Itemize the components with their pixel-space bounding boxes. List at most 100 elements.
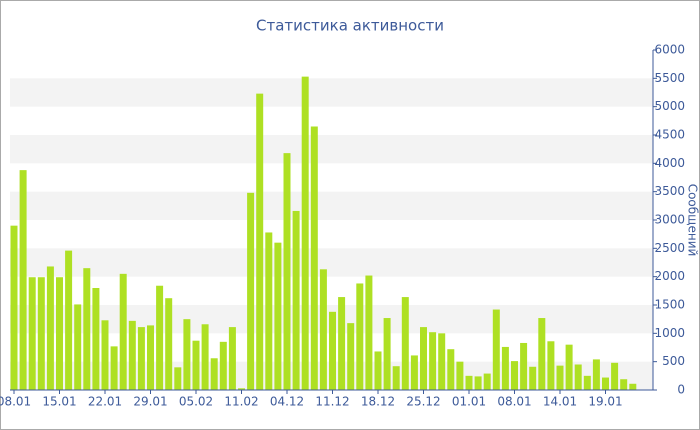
x-tick-label: 29.01 bbox=[133, 395, 167, 409]
bar bbox=[274, 242, 282, 390]
bar bbox=[74, 304, 82, 390]
y-tick-label: 3500 bbox=[654, 184, 685, 198]
bar bbox=[347, 323, 355, 390]
bar bbox=[92, 288, 100, 390]
chart-title: Статистика активности bbox=[256, 17, 444, 35]
x-tick-label: 22.01 bbox=[88, 395, 122, 409]
bar bbox=[174, 367, 182, 390]
bar bbox=[338, 297, 346, 390]
bar bbox=[465, 375, 473, 390]
bar bbox=[10, 225, 18, 390]
bar bbox=[365, 275, 373, 390]
bar bbox=[565, 344, 573, 390]
bar bbox=[629, 383, 637, 390]
bar bbox=[319, 269, 327, 390]
bar bbox=[483, 373, 491, 390]
bar bbox=[156, 285, 164, 390]
bar bbox=[383, 318, 391, 390]
bar bbox=[292, 210, 300, 390]
bar bbox=[183, 319, 191, 390]
bar bbox=[37, 277, 45, 390]
bar bbox=[620, 379, 628, 390]
bar bbox=[329, 311, 336, 390]
bar bbox=[283, 153, 291, 390]
y-tick-label: 2500 bbox=[654, 241, 685, 255]
bar bbox=[374, 351, 382, 390]
bar bbox=[492, 309, 500, 390]
grid-band bbox=[10, 248, 653, 277]
bar bbox=[46, 266, 54, 390]
bar bbox=[238, 388, 245, 390]
bar bbox=[611, 362, 619, 390]
bar bbox=[602, 377, 609, 390]
bar bbox=[310, 126, 318, 390]
bar bbox=[119, 273, 127, 390]
bar bbox=[210, 358, 218, 390]
bar bbox=[256, 93, 264, 390]
bar bbox=[511, 361, 518, 390]
y-tick-label: 6000 bbox=[654, 43, 685, 57]
bar bbox=[592, 359, 600, 390]
y-tick-label: 2000 bbox=[654, 269, 685, 283]
bar bbox=[147, 325, 154, 390]
x-tick-label: 19.01 bbox=[588, 395, 622, 409]
bar bbox=[201, 324, 209, 390]
y-tick-label: 4000 bbox=[654, 156, 685, 170]
x-tick-label: 11.12 bbox=[315, 395, 349, 409]
bar bbox=[456, 361, 464, 390]
bar bbox=[219, 341, 227, 390]
grid-band bbox=[10, 78, 653, 107]
bar bbox=[83, 268, 91, 390]
bar bbox=[529, 366, 537, 390]
bar bbox=[228, 327, 236, 390]
bar bbox=[128, 320, 136, 390]
bar bbox=[401, 297, 409, 390]
bar bbox=[520, 342, 528, 390]
bar bbox=[574, 364, 582, 390]
bar bbox=[420, 327, 427, 390]
bar bbox=[56, 277, 63, 390]
bar bbox=[110, 346, 118, 390]
bar bbox=[137, 327, 145, 390]
bar bbox=[65, 250, 73, 390]
bar bbox=[247, 192, 255, 390]
x-tick-label: 14.01 bbox=[543, 395, 577, 409]
bar bbox=[165, 298, 173, 390]
x-tick-label: 11.02 bbox=[224, 395, 258, 409]
x-tick-label: 08.01 bbox=[0, 395, 31, 409]
bar bbox=[474, 376, 482, 390]
bar bbox=[265, 232, 273, 390]
bar bbox=[547, 341, 555, 390]
y-tick-label: 1500 bbox=[654, 298, 685, 312]
y-tick-label: 3000 bbox=[654, 213, 685, 227]
y-axis-label: Сообщений bbox=[686, 184, 700, 257]
x-tick-label: 25.12 bbox=[406, 395, 440, 409]
bar bbox=[583, 375, 591, 390]
bar bbox=[356, 283, 364, 390]
x-tick-label: 05.02 bbox=[179, 395, 213, 409]
bar bbox=[429, 332, 437, 390]
x-tick-label: 08.01 bbox=[497, 395, 531, 409]
y-tick-label: 5500 bbox=[654, 71, 685, 85]
y-tick-label: 1000 bbox=[654, 326, 685, 340]
bar bbox=[501, 346, 509, 390]
bar bbox=[447, 349, 455, 390]
bar bbox=[410, 355, 418, 390]
bar bbox=[192, 340, 200, 390]
y-tick-label: 5000 bbox=[654, 99, 685, 113]
bar bbox=[19, 170, 27, 390]
bar bbox=[392, 366, 400, 390]
bar bbox=[438, 333, 446, 390]
bar bbox=[556, 365, 564, 390]
bar bbox=[101, 320, 109, 390]
x-tick-label: 01.01 bbox=[452, 395, 486, 409]
bar bbox=[301, 76, 309, 390]
bar bbox=[28, 277, 36, 390]
y-tick-label: 4500 bbox=[654, 128, 685, 142]
bar bbox=[538, 318, 546, 390]
x-tick-label: 04.12 bbox=[270, 395, 304, 409]
x-tick-label: 18.12 bbox=[361, 395, 395, 409]
grid-band bbox=[10, 135, 653, 164]
y-tick-label: 0 bbox=[677, 383, 685, 397]
